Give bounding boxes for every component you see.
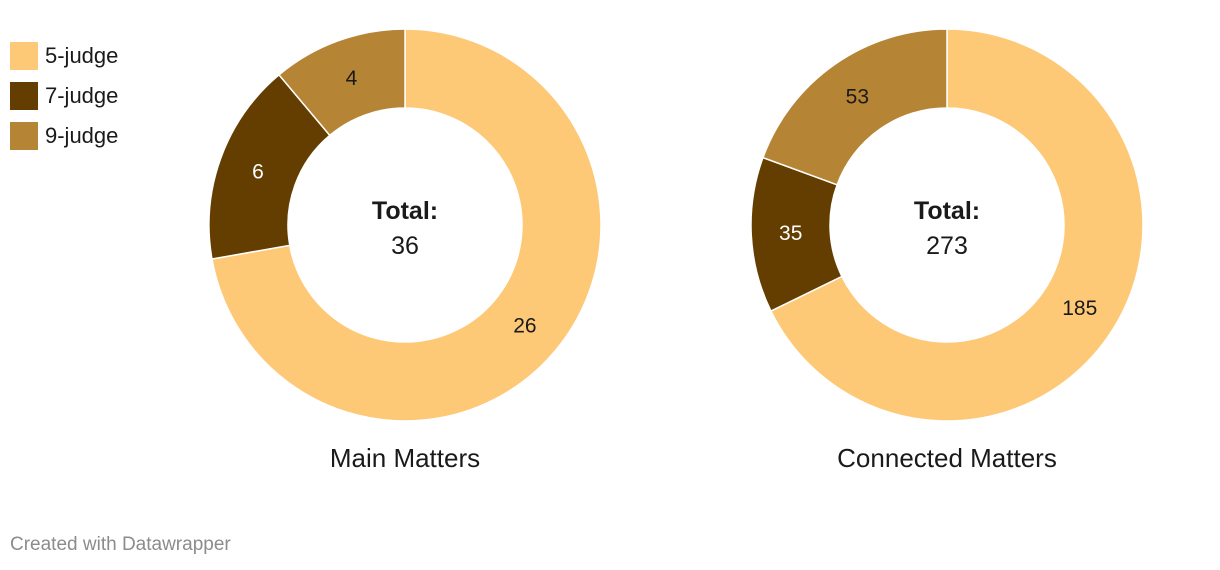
chart-title-connected-matters: Connected Matters [837, 443, 1057, 473]
donut-chart-connected-matters: 185 35 53 Total: 273 Connected Matters [750, 28, 1144, 473]
legend-item-9-judge: 9-judge [10, 122, 118, 150]
legend-label-5-judge: 5-judge [45, 43, 118, 68]
slice-connected-matters-9-judge [761, 28, 948, 186]
slice-label-main-matters-7-judge: 6 [252, 160, 264, 183]
slice-label-main-matters-5-judge: 26 [513, 315, 536, 338]
legend-swatch-5-judge [10, 42, 38, 70]
slice-main-matters-5-judge [211, 28, 602, 422]
legend-item-5-judge: 5-judge [10, 42, 118, 70]
slice-label-main-matters-9-judge: 4 [346, 67, 358, 90]
datawrapper-credit: Created with Datawrapper [10, 534, 231, 555]
legend-swatch-9-judge [10, 122, 38, 150]
legend-label-7-judge: 7-judge [45, 83, 118, 108]
slice-label-connected-matters-9-judge: 53 [846, 86, 869, 109]
slice-label-connected-matters-5-judge: 185 [1062, 297, 1097, 320]
slice-main-matters-9-judge [277, 28, 406, 137]
legend-item-7-judge: 7-judge [10, 82, 118, 110]
slice-connected-matters-5-judge [769, 28, 1144, 422]
slice-label-connected-matters-7-judge: 35 [779, 222, 802, 245]
donut-chart-main-matters: 26 6 4 Total: 36 Main Matters [208, 28, 602, 473]
legend-label-9-judge: 9-judge [45, 123, 118, 148]
chart-title-main-matters: Main Matters [330, 443, 480, 473]
center-total-label-connected-matters: Total: [914, 197, 980, 225]
center-total-value-connected-matters: 273 [926, 232, 968, 260]
center-total-value-main-matters: 36 [391, 232, 419, 260]
legend-swatch-7-judge [10, 82, 38, 110]
center-total-label-main-matters: Total: [372, 197, 438, 225]
